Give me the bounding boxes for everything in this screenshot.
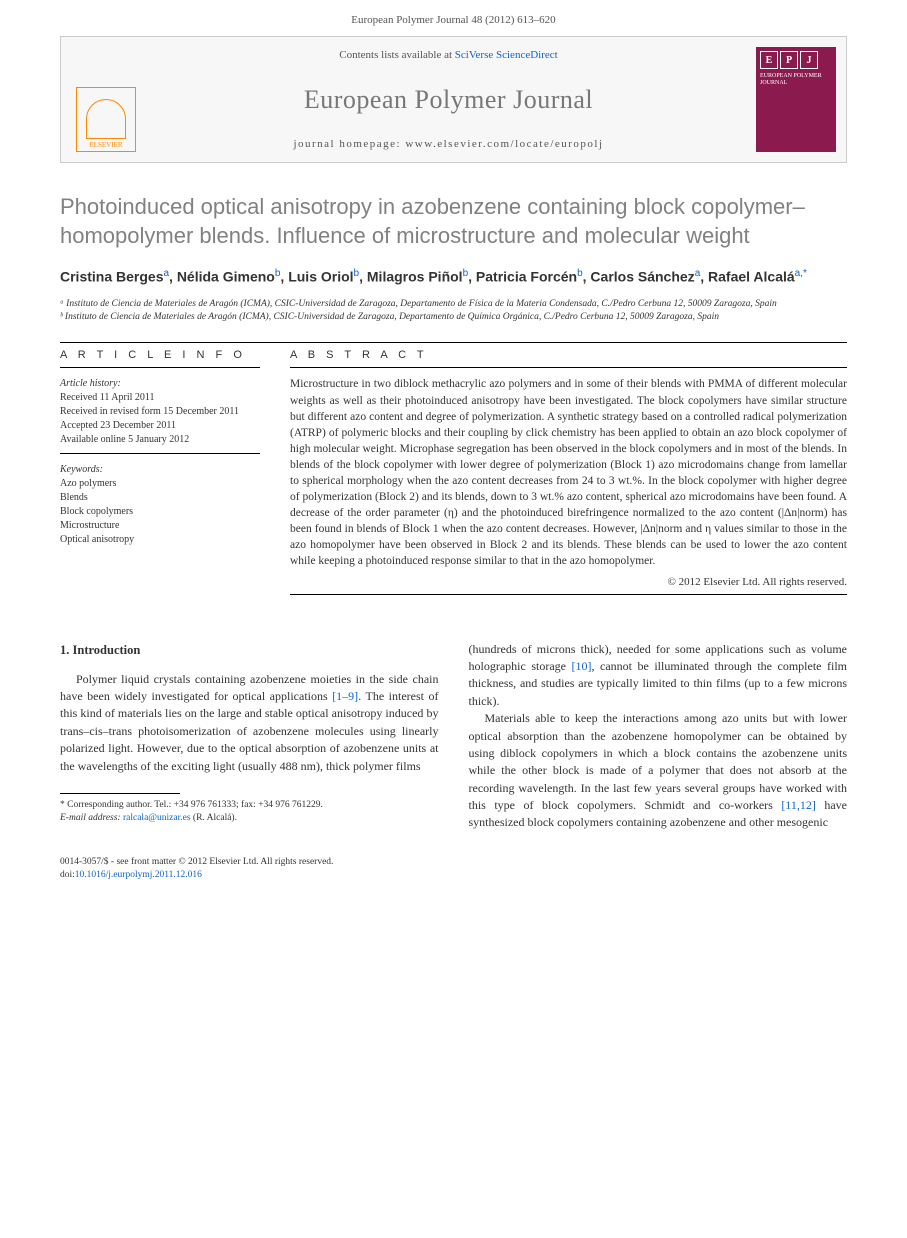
email-label: E-mail address:: [60, 813, 123, 823]
section-title: Introduction: [73, 643, 141, 657]
history-received: Received 11 April 2011: [60, 391, 260, 405]
abstract-divider: [290, 367, 847, 368]
authors-list: Cristina Bergesa, Nélida Gimenob, Luis O…: [60, 266, 847, 288]
front-matter-line: 0014-3057/$ - see front matter © 2012 El…: [60, 856, 847, 869]
homepage-url: www.elsevier.com/locate/europolj: [405, 138, 603, 150]
keyword-1: Azo polymers: [60, 477, 260, 491]
copyright-line: © 2012 Elsevier Ltd. All rights reserved…: [290, 576, 847, 588]
cover-letter-p: P: [780, 51, 798, 69]
keyword-5: Optical anisotropy: [60, 533, 260, 547]
journal-name: European Polymer Journal: [161, 85, 736, 115]
abstract-block: A B S T R A C T Microstructure in two di…: [290, 349, 847, 600]
article-info-heading: A R T I C L E I N F O: [60, 349, 260, 361]
running-header: European Polymer Journal 48 (2012) 613–6…: [0, 0, 907, 36]
history-online: Available online 5 January 2012: [60, 433, 260, 447]
doi-label: doi:: [60, 870, 75, 880]
right-paragraph-1: (hundreds of microns thick), needed for …: [469, 641, 848, 711]
section-1-heading: 1. Introduction: [60, 641, 439, 659]
contents-available-line: Contents lists available at SciVerse Sci…: [161, 49, 736, 61]
affiliations: ᵃ Instituto de Ciencia de Materiales de …: [60, 298, 847, 325]
abstract-divider-bottom: [290, 594, 847, 595]
cover-epj-boxes: E P J: [760, 51, 832, 69]
email-line: E-mail address: ralcala@unizar.es (R. Al…: [60, 812, 439, 825]
info-divider-2: [60, 453, 260, 454]
footnote-separator: [60, 793, 180, 794]
email-link[interactable]: ralcala@unizar.es: [123, 813, 191, 823]
info-divider-1: [60, 367, 260, 368]
citation-text: European Polymer Journal 48 (2012) 613–6…: [351, 14, 555, 26]
elsevier-tree-icon: [86, 99, 126, 139]
history-title: Article history:: [60, 378, 260, 389]
intro-paragraph-1: Polymer liquid crystals containing azobe…: [60, 671, 439, 775]
elsevier-logo-icon: ELSEVIER: [76, 87, 136, 152]
homepage-line: journal homepage: www.elsevier.com/locat…: [161, 138, 736, 150]
ref-11-12[interactable]: [11,12]: [781, 798, 816, 812]
article-title: Photoinduced optical anisotropy in azobe…: [60, 193, 847, 250]
abstract-heading: A B S T R A C T: [290, 349, 847, 361]
homepage-prefix: journal homepage:: [293, 138, 405, 150]
section-number: 1.: [60, 643, 69, 657]
doi-line: doi:10.1016/j.eurpolymj.2011.12.016: [60, 869, 847, 882]
body-columns: 1. Introduction Polymer liquid crystals …: [60, 641, 847, 832]
cover-letter-j: J: [800, 51, 818, 69]
abstract-text: Microstructure in two diblock methacryli…: [290, 376, 847, 569]
email-author-name: (R. Alcalá).: [191, 813, 237, 823]
contents-prefix: Contents lists available at: [339, 49, 454, 61]
doi-link[interactable]: 10.1016/j.eurpolymj.2011.12.016: [75, 870, 202, 880]
right-text-2a: Materials able to keep the interactions …: [469, 711, 848, 812]
corr-author-line: * Corresponding author. Tel.: +34 976 76…: [60, 799, 439, 812]
history-accepted: Accepted 23 December 2011: [60, 419, 260, 433]
info-abstract-row: A R T I C L E I N F O Article history: R…: [60, 349, 847, 600]
cover-journal-title: EUROPEAN POLYMER JOURNAL: [760, 73, 832, 87]
keyword-4: Microstructure: [60, 519, 260, 533]
journal-masthead: ELSEVIER Contents lists available at Sci…: [60, 36, 847, 163]
left-column: 1. Introduction Polymer liquid crystals …: [60, 641, 439, 832]
publisher-name: ELSEVIER: [89, 141, 122, 149]
masthead-center: Contents lists available at SciVerse Sci…: [151, 37, 746, 162]
right-column: (hundreds of microns thick), needed for …: [469, 641, 848, 832]
journal-cover-icon: E P J EUROPEAN POLYMER JOURNAL: [756, 47, 836, 152]
right-paragraph-2: Materials able to keep the interactions …: [469, 710, 848, 832]
keyword-3: Block copolymers: [60, 505, 260, 519]
keywords-title: Keywords:: [60, 464, 260, 475]
ref-1-9[interactable]: [1–9]: [332, 689, 358, 703]
divider-top: [60, 342, 847, 343]
ref-10[interactable]: [10]: [572, 659, 592, 673]
corresponding-author-footnote: * Corresponding author. Tel.: +34 976 76…: [60, 799, 439, 826]
sciencedirect-link[interactable]: SciVerse ScienceDirect: [455, 49, 558, 61]
front-matter: 0014-3057/$ - see front matter © 2012 El…: [0, 856, 907, 913]
cover-letter-e: E: [760, 51, 778, 69]
publisher-logo-container: ELSEVIER: [61, 37, 151, 162]
keyword-2: Blends: [60, 491, 260, 505]
history-revised: Received in revised form 15 December 201…: [60, 405, 260, 419]
article-info-block: A R T I C L E I N F O Article history: R…: [60, 349, 260, 600]
affiliation-b: ᵇ Instituto de Ciencia de Materiales de …: [60, 311, 847, 324]
journal-cover-container: E P J EUROPEAN POLYMER JOURNAL: [746, 37, 846, 162]
affiliation-a: ᵃ Instituto de Ciencia de Materiales de …: [60, 298, 847, 311]
